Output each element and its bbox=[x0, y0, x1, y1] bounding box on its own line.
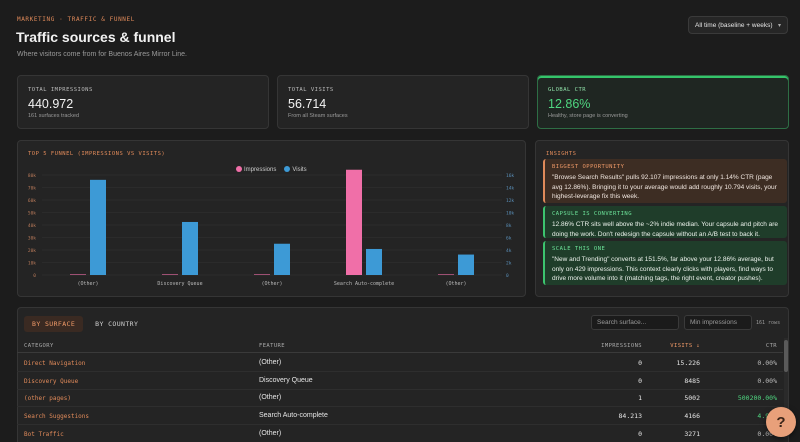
row-count: 161 rows bbox=[756, 320, 781, 326]
date-range-select[interactable]: All time (baseline + weeks) ▾ bbox=[688, 16, 788, 34]
insight-card-capsule: CAPSULE IS CONVERTING 12.86% CTR sits we… bbox=[543, 206, 787, 238]
cell-ctr: 500200.00% bbox=[737, 394, 777, 402]
funnel-chart-panel: TOP 5 FUNNEL (IMPRESSIONS VS VISITS) bbox=[17, 140, 526, 297]
kpi-sub: Healthy, store page is converting bbox=[548, 113, 628, 119]
col-header-category[interactable]: CATEGORY bbox=[24, 343, 54, 349]
cell-feature: (Other) bbox=[259, 359, 282, 366]
kpi-value: 56.714 bbox=[288, 97, 327, 111]
cell-category: (other pages) bbox=[24, 395, 71, 402]
date-range-value: All time (baseline + weeks) bbox=[695, 21, 773, 29]
cell-feature: (Other) bbox=[259, 430, 282, 437]
table-row[interactable]: Discovery Queue Discovery Queue 0 8485 0… bbox=[17, 372, 783, 390]
col-header-visits[interactable]: VISITS ↓ bbox=[670, 343, 700, 349]
chart-title: TOP 5 FUNNEL (IMPRESSIONS VS VISITS) bbox=[28, 151, 166, 157]
cell-visits: 3271 bbox=[684, 430, 700, 438]
table-scrollbar-thumb[interactable] bbox=[784, 340, 788, 372]
cell-category: Discovery Queue bbox=[24, 378, 79, 385]
kpi-card-impressions: TOTAL IMPRESSIONS 440.972 161 surfaces t… bbox=[17, 75, 269, 129]
table-row[interactable]: Direct Navigation (Other) 0 15.226 0.00% bbox=[17, 354, 783, 372]
table-row[interactable]: (other pages) (Other) 1 5002 500200.00% bbox=[17, 389, 783, 407]
legend-label: Visits bbox=[292, 167, 307, 173]
insight-card-scale: SCALE THIS ONE "New and Trending" conver… bbox=[543, 241, 787, 285]
table-tabs: BY SURFACE BY COUNTRY bbox=[24, 316, 146, 332]
cell-visits: 15.226 bbox=[676, 359, 700, 367]
col-header-impressions[interactable]: IMPRESSIONS bbox=[601, 343, 642, 349]
cell-category: Direct Navigation bbox=[24, 360, 86, 367]
cell-visits: 4166 bbox=[684, 412, 700, 420]
table-scrollbar[interactable] bbox=[784, 338, 788, 438]
kpi-sub: 161 surfaces tracked bbox=[28, 113, 80, 119]
tab-by-country[interactable]: BY COUNTRY bbox=[95, 320, 139, 328]
legend-swatch bbox=[236, 166, 242, 172]
page-title: Traffic sources & funnel bbox=[16, 29, 176, 45]
cell-impressions: 0 bbox=[638, 430, 642, 438]
cell-visits: 8485 bbox=[684, 377, 700, 385]
min-impressions-input[interactable]: Min impressions bbox=[684, 315, 752, 330]
insight-text: "New and Trending" converts at 151.5%, f… bbox=[552, 256, 774, 283]
cell-ctr: 0.00% bbox=[757, 430, 777, 438]
cell-impressions: 1 bbox=[638, 394, 642, 402]
cell-feature: Search Auto-complete bbox=[259, 412, 328, 419]
legend-item-visits[interactable]: Visits bbox=[284, 166, 307, 173]
legend-item-impressions[interactable]: Impressions bbox=[236, 166, 276, 173]
insight-text: 12.86% CTR sits well above the ~2% indie… bbox=[552, 221, 779, 238]
table-row[interactable]: Bot Traffic (Other) 0 3271 0.00% bbox=[17, 425, 783, 442]
table-header: CATEGORY FEATURE IMPRESSIONS VISITS ↓ CT… bbox=[17, 338, 783, 353]
kpi-card-ctr: GLOBAL CTR 12.86% Healthy, store page is… bbox=[537, 75, 789, 129]
chart-legend: Impressions Visits bbox=[236, 166, 307, 173]
legend-swatch bbox=[284, 166, 291, 172]
table-row[interactable]: Search Suggestions Search Auto-complete … bbox=[17, 407, 783, 425]
kpi-label: TOTAL IMPRESSIONS bbox=[28, 87, 93, 93]
cell-impressions: 0 bbox=[638, 359, 642, 367]
kpi-value: 12.86% bbox=[548, 97, 591, 111]
cell-impressions: 0 bbox=[638, 377, 642, 385]
insight-title: SCALE THIS ONE bbox=[552, 246, 606, 252]
chevron-down-icon: ▾ bbox=[777, 22, 781, 29]
col-header-feature[interactable]: FEATURE bbox=[259, 343, 285, 349]
insight-title: CAPSULE IS CONVERTING bbox=[552, 211, 633, 217]
cell-category: Search Suggestions bbox=[24, 413, 90, 420]
cell-ctr: 0.00% bbox=[757, 377, 777, 385]
cell-visits: 5002 bbox=[684, 394, 700, 402]
kpi-sub: From all Steam surfaces bbox=[288, 113, 348, 119]
tab-by-surface[interactable]: BY SURFACE bbox=[24, 316, 84, 332]
cell-ctr: 0.00% bbox=[757, 359, 777, 367]
insight-text: "Browse Search Results" pulls 92.107 imp… bbox=[552, 174, 777, 201]
cell-feature: Discovery Queue bbox=[259, 377, 313, 384]
breadcrumb: MARKETING · TRAFFIC & FUNNEL bbox=[17, 16, 135, 23]
cell-category: Bot Traffic bbox=[24, 431, 64, 438]
kpi-label: TOTAL VISITS bbox=[288, 87, 334, 93]
insight-title: BIGGEST OPPORTUNITY bbox=[552, 164, 625, 170]
legend-label: Impressions bbox=[244, 167, 277, 173]
cell-feature: (Other) bbox=[259, 394, 282, 401]
insight-card-opportunity: BIGGEST OPPORTUNITY "Browse Search Resul… bbox=[543, 159, 787, 203]
help-button[interactable]: ? bbox=[766, 407, 796, 437]
kpi-label: GLOBAL CTR bbox=[548, 87, 587, 93]
insights-title: INSIGHTS bbox=[546, 151, 577, 157]
col-header-ctr[interactable]: CTR bbox=[765, 343, 777, 349]
cell-impressions: 84.213 bbox=[618, 412, 642, 420]
kpi-value: 440.972 bbox=[28, 97, 74, 111]
page-subtitle: Where visitors come from for Buenos Aire… bbox=[17, 51, 187, 58]
search-input[interactable]: Search surface... bbox=[591, 315, 679, 330]
kpi-card-visits: TOTAL VISITS 56.714 From all Steam surfa… bbox=[277, 75, 529, 129]
